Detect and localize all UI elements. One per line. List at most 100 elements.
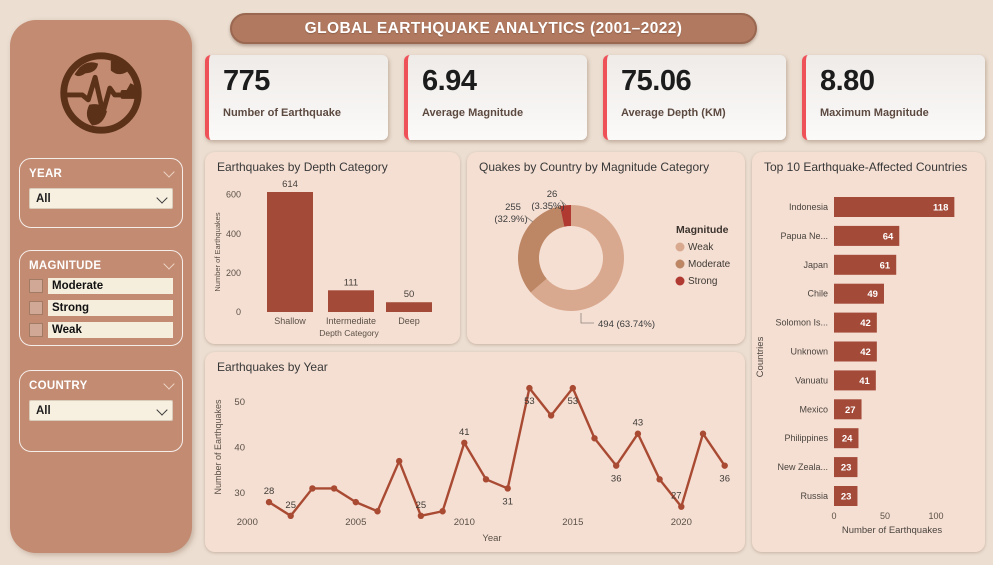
magnitude-donut-chart: 26(3.35%) 255(32.9%) 494 (63.74%) Magnitude…: [494, 189, 731, 330]
point-value-label: 25: [285, 500, 296, 511]
y-tick-label: 200: [226, 268, 241, 278]
country-label: Papua Ne...: [780, 231, 828, 241]
country-filter-header[interactable]: COUNTRY: [29, 378, 175, 392]
sidebar: YEAR All MAGNITUDE Moderate Strong: [10, 20, 192, 553]
country-label: Unknown: [790, 347, 828, 357]
y-tick-label: 400: [226, 229, 241, 239]
bar-value-label: 49: [867, 289, 878, 300]
kpi-card-average-depth: 75.06 Average Depth (KM): [603, 55, 786, 140]
bar-indonesia[interactable]: [834, 197, 955, 217]
point-value-label: 43: [633, 418, 644, 429]
bar-intermediate[interactable]: [328, 290, 374, 312]
line-point-2018[interactable]: [634, 430, 642, 437]
bar-new-zeala-[interactable]: [834, 457, 858, 478]
x-axis-title: Number of Earthquakes: [842, 525, 943, 536]
legend-dot-weak: [675, 242, 685, 252]
line-point-2012[interactable]: [504, 485, 511, 492]
bar-japan[interactable]: [834, 254, 897, 275]
kpi-value: 75.06: [621, 65, 692, 97]
kpi-value: 6.94: [422, 65, 477, 97]
bar-solomon-is-[interactable]: [834, 312, 877, 333]
line-point-2017[interactable]: [613, 462, 620, 469]
point-value-label: 25: [416, 500, 427, 511]
bar-chile[interactable]: [834, 283, 884, 304]
y-axis-title: Number of Earthquakes: [213, 399, 223, 495]
line-point-2010[interactable]: [461, 439, 468, 447]
country-label: Solomon Is...: [775, 318, 828, 328]
y-axis-title: Number of Earthquakes: [213, 212, 222, 291]
magnitude-option-strong: Strong: [29, 300, 173, 316]
year-filter-header[interactable]: YEAR: [29, 166, 175, 180]
chevron-down-icon: [163, 378, 175, 390]
y-tick-label: 40: [234, 442, 245, 453]
bar-value-label: 42: [860, 318, 871, 329]
bar-shallow[interactable]: [267, 192, 313, 312]
line-point-2008[interactable]: [417, 512, 425, 519]
line-point-2006[interactable]: [374, 508, 381, 515]
line-point-2014[interactable]: [547, 412, 555, 419]
donut-slice-weak[interactable]: [530, 205, 624, 311]
x-tick-label: Intermediate: [326, 316, 376, 326]
legend-dot-moderate: [675, 259, 685, 269]
magnitude-option-moderate: Moderate: [29, 278, 173, 294]
checkbox-label[interactable]: Weak: [48, 322, 173, 338]
bar-value-label: 614: [282, 179, 298, 190]
checkbox-label[interactable]: Moderate: [48, 278, 173, 294]
checkbox-moderate[interactable]: [29, 279, 43, 293]
line-point-2009[interactable]: [439, 508, 446, 515]
x-tick-label: 2020: [671, 517, 692, 528]
line-point-2002[interactable]: [287, 512, 294, 519]
line-point-2016[interactable]: [591, 435, 598, 442]
bar-philippines[interactable]: [834, 428, 859, 449]
bar-mexico[interactable]: [834, 399, 862, 420]
bar-deep[interactable]: [386, 302, 432, 312]
year-filter-group: YEAR All: [19, 158, 183, 228]
bar-papua-ne-[interactable]: [834, 225, 900, 246]
depth-bar-chart: 0 200 400 600 Number of Earthquakes 614 Shallo…: [213, 179, 432, 338]
line-point-2021[interactable]: [699, 430, 707, 437]
legend-label: Moderate: [688, 259, 731, 270]
country-select[interactable]: All: [29, 400, 173, 421]
year-select[interactable]: All: [29, 188, 173, 209]
line-point-2004[interactable]: [330, 485, 338, 492]
donut-slice-strong[interactable]: [559, 205, 571, 227]
bar-vanuatu[interactable]: [834, 370, 876, 391]
country-select-value: All: [36, 404, 51, 417]
line-point-2011[interactable]: [482, 476, 490, 483]
x-tick-label: 0: [831, 511, 836, 521]
line-point-2022[interactable]: [721, 462, 728, 469]
magnitude-filter-header[interactable]: MAGNITUDE: [29, 258, 175, 272]
bar-unknown[interactable]: [834, 341, 877, 362]
bar-value-label: 61: [880, 260, 891, 271]
line-point-2015[interactable]: [569, 384, 576, 392]
checkbox-weak[interactable]: [29, 323, 43, 337]
point-value-label: 31: [502, 496, 513, 507]
earthquakes-by-year-line-chart: 30 40 50 Number of Earthquakes 2000 2005 2010 2…: [213, 384, 730, 544]
kpi-label: Average Magnitude: [422, 107, 524, 119]
donut-slice-moderate[interactable]: [518, 206, 565, 293]
line-point-2019[interactable]: [656, 476, 663, 483]
line-point-2005[interactable]: [352, 498, 359, 506]
line-point-2007[interactable]: [396, 457, 403, 465]
line-point-2003[interactable]: [309, 485, 316, 492]
kpi-card-maximum-magnitude: 8.80 Maximum Magnitude: [802, 55, 985, 140]
checkbox-label[interactable]: Strong: [48, 300, 173, 316]
bar-value-label: 50: [404, 289, 415, 300]
line-point-2001[interactable]: [265, 498, 273, 506]
legend-label: Weak: [688, 242, 714, 253]
country-filter-label: COUNTRY: [29, 380, 88, 392]
bar-value-label: 41: [859, 376, 870, 387]
country-label: Philippines: [784, 433, 828, 443]
slice-pct-label: (3.35%): [531, 201, 564, 212]
x-tick-label: Shallow: [274, 316, 306, 326]
x-tick-label: Deep: [398, 316, 420, 326]
line-point-2013[interactable]: [526, 384, 533, 392]
x-tick-label: 2000: [237, 517, 258, 528]
legend-dot-strong: [675, 276, 685, 286]
checkbox-strong[interactable]: [29, 301, 43, 315]
kpi-card-number-of-earthquake: 775 Number of Earthquake: [205, 55, 388, 140]
line-point-2020[interactable]: [678, 503, 685, 510]
x-tick-label: 50: [880, 511, 890, 521]
bar-value-label: 24: [842, 434, 853, 445]
bar-russia[interactable]: [834, 486, 858, 506]
